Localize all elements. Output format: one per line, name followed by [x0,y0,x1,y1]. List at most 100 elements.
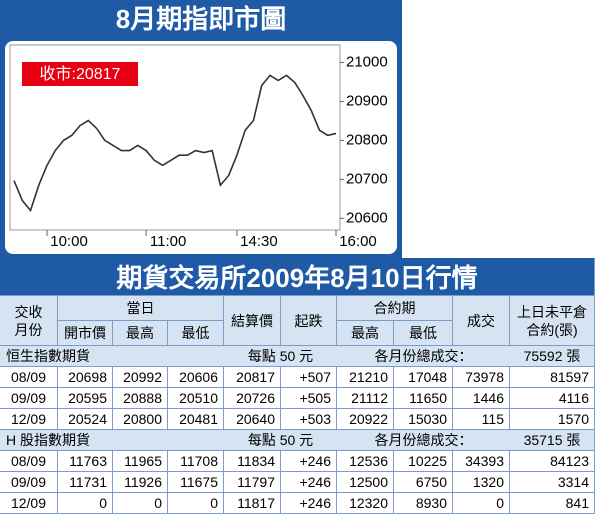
cell-text: 20606 [179,369,218,385]
x-tick-label: 11:00 [150,233,186,250]
table-cell: 0 [453,493,510,514]
header: 結算價 [224,296,281,346]
group-unit: 每點 50 元 [224,346,337,367]
table-cell: 11708 [168,451,224,472]
table-cell: 17048 [394,367,453,388]
table-cell: 12320 [337,493,394,514]
table-cell: 34393 [453,451,510,472]
header: 最高 [113,321,168,346]
table-cell: 08/09 [0,451,58,472]
table-cell: 20481 [168,409,224,430]
cell-text: 結算價 [231,312,273,329]
cell-text: 1320 [472,474,504,490]
cell-text: 20726 [236,390,275,406]
table-cell: 1446 [453,388,510,409]
cell-text: +503 [299,411,331,427]
table-cell: 15030 [394,409,453,430]
table-cell: 20992 [113,367,168,388]
cell-text: 0 [154,495,162,511]
cell-text: 34393 [465,453,504,469]
cell-text: 11763 [69,453,107,469]
cell-text: 交收 [14,303,43,320]
table-cell: 8930 [394,493,453,514]
cell-text: 12/09 [10,411,47,427]
cell-text: 最低 [181,325,210,341]
cell-text: 1570 [557,411,589,427]
table-cell: +505 [281,388,337,409]
cell-text: 20524 [68,411,107,427]
group-total-label: 各月份總成交： [337,430,510,451]
cell-text: 17048 [408,369,447,385]
cell-text: 11675 [180,474,218,490]
cell-text: 每點 50 元 [247,432,314,448]
group-total: 75592 張 [510,346,595,367]
table: 期貨交易所2009年8月10日行情 交收 月份 當日 開市價 最高 最低 結算價 起跌 合約期 最高… [0,258,595,518]
table-cell: 20640 [224,409,281,430]
cell-text: 20698 [68,369,107,385]
cell-text: 12536 [349,453,388,469]
cell-text: 115 [481,411,504,427]
cell-text: 20481 [179,411,218,427]
table-cell: +246 [281,493,337,514]
cell-text: 3314 [557,474,589,490]
cell-text: +246 [299,453,331,469]
table-cell: 09/09 [0,472,58,493]
x-tick-label: 10:00 [50,233,88,250]
header: 合約期 [337,296,453,321]
table-cell: +246 [281,472,337,493]
cell-text: 合約期 [373,300,416,316]
table-cell: 115 [453,409,510,430]
table-cell: +503 [281,409,337,430]
plot-frame [9,44,341,231]
table-cell: 20817 [224,367,281,388]
table-cell: 1570 [510,409,595,430]
cell-text: 起跌 [294,312,323,329]
cell-text: +505 [299,390,331,406]
cell-text: 1446 [472,390,504,406]
y-tick-label: 20600 [346,209,388,226]
chart-title: 8月期指即市圖 [116,4,286,34]
cell-text: 841 [565,495,589,511]
cell-text: 期貨交易所2009年8月10日行情 [116,263,478,293]
cell-text: 上日未平倉 [517,303,587,320]
cell-text: 12500 [349,474,388,490]
cell-text: 15030 [408,411,447,427]
cell-text: 最高 [126,325,154,341]
x-tick-label: 16:00 [339,233,377,250]
table-cell: 0 [58,493,113,514]
y-tick-label: 20800 [346,131,388,148]
table-cell: 08/09 [0,367,58,388]
group-name: 恒生指數期貨 [0,346,224,367]
cell-text: 11965 [124,453,162,469]
cell-text: 20992 [123,369,162,385]
table-cell: 0 [113,493,168,514]
cell-text: 20922 [349,411,388,427]
cell-text: 20510 [179,390,218,406]
cell-text: 11797 [237,474,275,490]
cell-text: 0 [496,495,504,511]
cell-text: 當日 [126,300,155,316]
table-cell: 10225 [394,451,453,472]
cell-text: 11926 [124,474,162,490]
header: 開市價 [58,321,113,346]
table-cell: 81597 [510,367,595,388]
cell-text: H 股指數期貨 [6,432,90,448]
table-cell: 11650 [394,388,453,409]
table-cell: 21210 [337,367,394,388]
table-cell: 20800 [113,409,168,430]
cell-text: 11834 [237,453,275,469]
cell-text: 4116 [558,390,589,406]
cell-text: 08/09 [10,369,47,385]
y-tick-label: 20900 [346,92,388,109]
annotation: 收市:20817 [40,65,121,83]
cell-text: 月份 [14,321,43,338]
group-unit: 每點 50 元 [224,430,337,451]
group-total-label: 各月份總成交： [337,346,510,367]
cell-text: 20640 [236,411,275,427]
table-cell: 11675 [168,472,224,493]
table-cell: 20606 [168,367,224,388]
cell-text: +246 [299,495,331,511]
chart-area [5,41,397,254]
table-cell: +246 [281,451,337,472]
cell-text: 11817 [237,495,275,511]
